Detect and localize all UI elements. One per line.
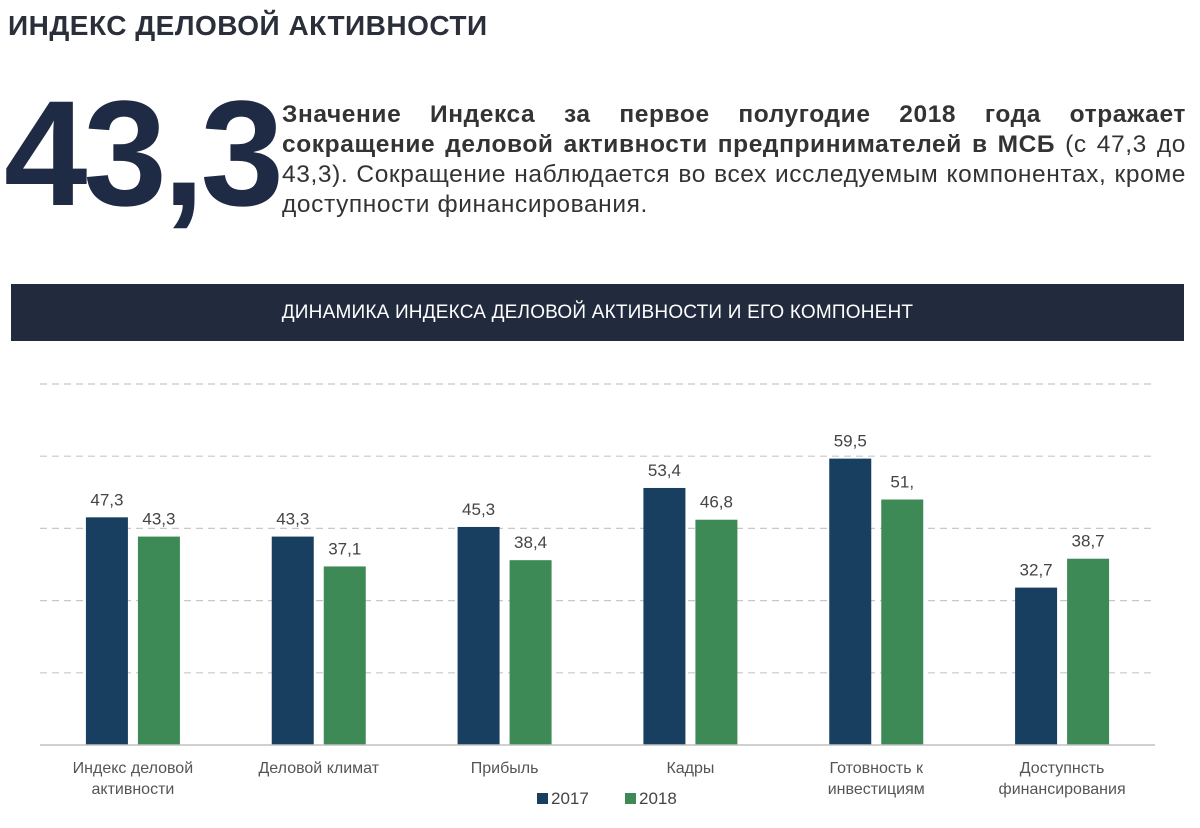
bar-2018 xyxy=(695,519,738,745)
summary-text: Значение Индекса за первое полугодие 201… xyxy=(282,100,1186,220)
data-label-2017: 43,3 xyxy=(276,510,309,529)
summary-rest-text: (с 47,3 до 43,3). Сокращение наблюдается… xyxy=(282,131,1186,218)
page-title: ИНДЕКС ДЕЛОВОЙ АКТИВНОСТИ xyxy=(8,10,488,41)
data-label-2018: 37,1 xyxy=(328,539,361,558)
category-label: Индекс деловой xyxy=(73,760,193,777)
legend-label-2018: 2018 xyxy=(639,789,677,808)
category-label: Кадры xyxy=(666,760,714,777)
chart-banner-label: ДИНАМИКА ИНДЕКСА ДЕЛОВОЙ АКТИВНОСТИ И ЕГ… xyxy=(281,301,914,323)
data-label-2018: 51, xyxy=(890,473,914,492)
bar-2017 xyxy=(271,536,314,745)
legend-swatch-2017 xyxy=(537,793,548,804)
category-label: финансирования xyxy=(999,781,1126,798)
chart-area: 47,3 43,3 Индекс деловой активности 43,3 37,1… xyxy=(0,360,1200,823)
bar-2017 xyxy=(829,458,872,745)
bar-2017 xyxy=(457,526,500,745)
chart-banner: ДИНАМИКА ИНДЕКСА ДЕЛОВОЙ АКТИВНОСТИ И ЕГ… xyxy=(11,284,1184,341)
summary-bold-text: Значение Индекса за первое полугодие 201… xyxy=(282,101,1186,158)
data-label-2018: 46,8 xyxy=(700,493,733,512)
category-label: Прибыль xyxy=(471,760,539,777)
data-label-2018: 43,3 xyxy=(142,510,175,529)
data-label-2018: 38,7 xyxy=(1072,532,1105,551)
data-label-2017: 32,7 xyxy=(1020,561,1053,580)
category-label: Деловой климат xyxy=(258,760,379,777)
bar-2017 xyxy=(1015,587,1058,745)
bar-chart: 47,3 43,3 Индекс деловой активности 43,3 37,1… xyxy=(40,383,1155,808)
bar-2018 xyxy=(1067,558,1110,745)
bar-2018 xyxy=(323,566,366,745)
data-label-2017: 45,3 xyxy=(462,500,495,519)
data-label-2018: 38,4 xyxy=(514,533,547,552)
bar-2018 xyxy=(509,560,552,745)
legend-label-2017: 2017 xyxy=(551,789,589,808)
category-label: активности xyxy=(91,781,174,798)
bar-2018 xyxy=(881,499,924,745)
category-label: Доступнсть xyxy=(1020,760,1105,777)
category-label: Готовность к xyxy=(829,760,924,777)
data-label-2017: 47,3 xyxy=(90,490,123,509)
legend-swatch-2018 xyxy=(625,793,636,804)
bar-2017 xyxy=(85,517,128,745)
bar-2017 xyxy=(643,487,686,745)
bar-2018 xyxy=(137,536,180,745)
category-label: инвестициям xyxy=(828,781,925,798)
index-value: 43,3 xyxy=(4,69,284,237)
data-label-2017: 53,4 xyxy=(648,461,681,480)
data-label-2017: 59,5 xyxy=(834,432,867,451)
